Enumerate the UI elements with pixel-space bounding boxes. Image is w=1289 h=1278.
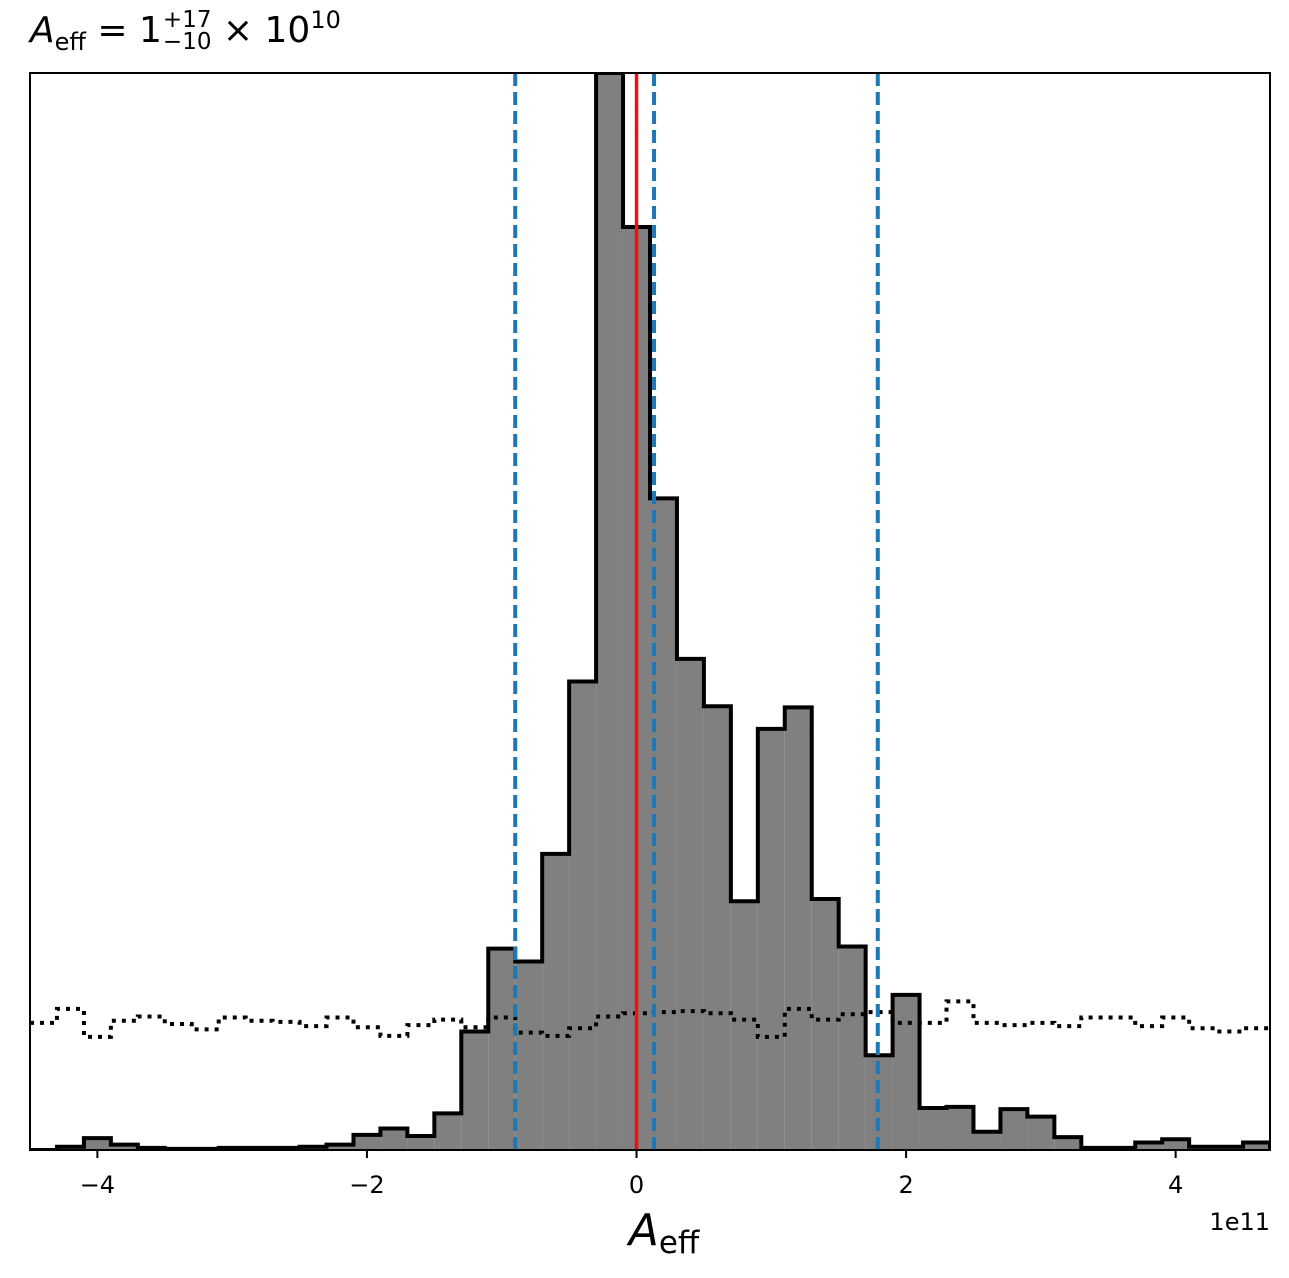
histogram-bar: [1135, 1142, 1163, 1150]
histogram-bar: [515, 961, 543, 1150]
histogram-bar: [730, 901, 758, 1150]
title-error-bounds: +17 −10: [162, 7, 212, 55]
title-upper-error: +17: [162, 7, 212, 34]
x-offset-label: 1e11: [1209, 1208, 1270, 1236]
histogram-fill: [30, 73, 1270, 1150]
histogram-bar: [757, 728, 785, 1150]
histogram-bar: [407, 1135, 435, 1150]
histogram-bar: [380, 1128, 408, 1150]
x-axis-label-subscript: eff: [659, 1225, 700, 1261]
histogram-bar: [326, 1144, 354, 1150]
histogram-bar: [838, 946, 866, 1150]
title-symbol-subscript: eff: [54, 28, 86, 56]
title-exponent: 10: [310, 6, 341, 34]
histogram-bar: [703, 706, 731, 1150]
histogram-bar: [1000, 1109, 1028, 1150]
histogram-bar: [461, 1031, 489, 1150]
chart-title: Aeff = 1 +17 −10 × 1010: [30, 6, 341, 56]
title-equals: = 1: [85, 10, 162, 51]
x-tick-label: −2: [349, 1171, 384, 1199]
title-lower-error: −10: [162, 29, 212, 55]
histogram-bar: [83, 1138, 111, 1150]
x-tick-label: 2: [898, 1171, 913, 1199]
histogram-bar: [434, 1113, 462, 1150]
histogram-bar: [596, 73, 624, 1150]
title-symbol: A: [30, 10, 55, 51]
histogram-bar: [569, 681, 597, 1150]
x-tick-label: 0: [629, 1171, 644, 1199]
x-axis-label: Aeff: [626, 1205, 700, 1261]
histogram-bar: [676, 658, 704, 1150]
x-tick-label: −4: [80, 1171, 115, 1199]
histogram-bar: [1162, 1139, 1190, 1150]
plot-frame: [29, 72, 1271, 1151]
x-axis-ticks: −4 −2 0 2 4: [80, 1150, 1183, 1199]
x-axis-label-symbol: A: [626, 1205, 659, 1256]
histogram-bar: [110, 1144, 138, 1150]
histogram-bar: [1243, 1142, 1270, 1150]
histogram-bar: [488, 948, 516, 1150]
histogram-bar: [1027, 1116, 1055, 1150]
histogram-bar: [811, 899, 839, 1150]
quantile-lines: [513, 73, 880, 1150]
histogram-bar: [973, 1131, 1001, 1150]
histogram-bar: [892, 994, 920, 1150]
histogram-bar: [353, 1134, 381, 1150]
histogram-bar: [919, 1107, 947, 1150]
histogram-bar: [784, 707, 812, 1150]
x-tick-label: 4: [1168, 1171, 1183, 1199]
histogram-bar: [542, 853, 570, 1150]
histogram-bar: [946, 1106, 974, 1150]
histogram-bar: [1054, 1137, 1082, 1150]
title-times: × 10: [211, 10, 311, 51]
histogram-outline: [30, 73, 1270, 1150]
